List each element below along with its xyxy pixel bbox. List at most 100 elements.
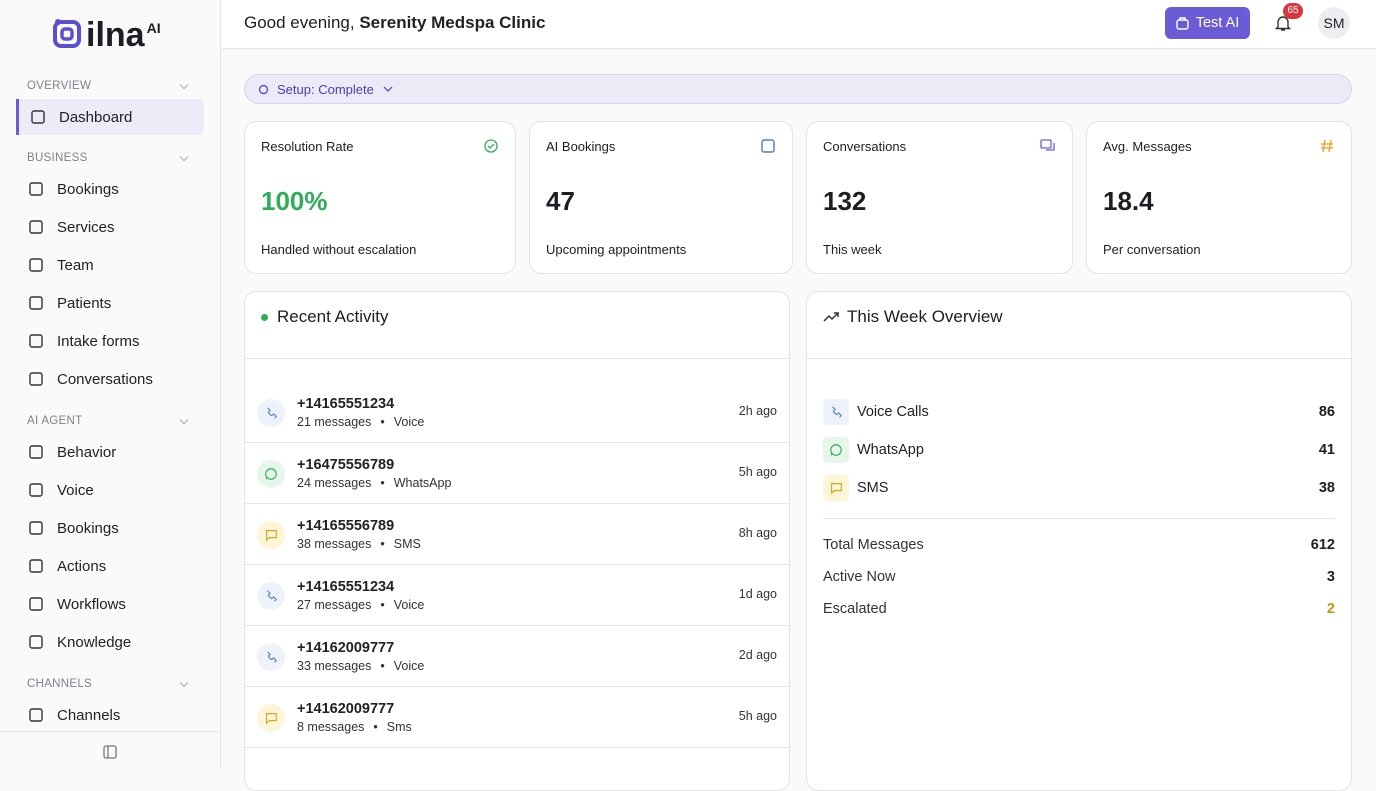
separator: •	[380, 476, 385, 490]
setup-label: Setup: Complete	[277, 81, 374, 97]
bell-icon[interactable]	[1274, 14, 1292, 32]
activity-row[interactable]: +14162009777 8 messages • Sms 5h ago	[245, 687, 789, 748]
icon	[29, 597, 43, 611]
time: 2d ago	[738, 648, 777, 662]
channel: Sms	[386, 720, 412, 734]
nav-item[interactable]: Knowledge	[0, 623, 220, 661]
section-title: AI AGENT	[0, 409, 220, 433]
channel: SMS	[393, 537, 421, 551]
icon	[31, 110, 45, 124]
nav-item[interactable]: Workflows	[0, 585, 220, 623]
meta: 8 messages • Sms	[297, 720, 412, 734]
nav-label: Channels	[57, 706, 121, 724]
channel-name: WhatsApp	[857, 442, 924, 458]
icon	[29, 708, 43, 722]
nav-item[interactable]: Voice	[0, 471, 220, 509]
setup-pill[interactable]: Setup: Complete	[244, 74, 1352, 104]
icon	[29, 483, 43, 497]
nav-item[interactable]: Actions	[0, 547, 220, 585]
channel-count: 86	[1318, 404, 1335, 420]
channel: Voice	[393, 598, 425, 612]
channel-name: Voice Calls	[857, 404, 929, 420]
separator: •	[380, 598, 385, 612]
greeting-line: Good evening, Serenity Medspa Clinic	[244, 13, 545, 33]
channel-icon	[257, 643, 285, 671]
time: 5h ago	[738, 465, 777, 479]
recent-activity-panel: Recent Activity +14165551234 21 messages •…	[244, 291, 790, 791]
message-count: 21 messages	[297, 415, 372, 429]
icon	[832, 406, 842, 418]
nav-item[interactable]: Bookings	[0, 170, 220, 208]
stat-label: Conversations	[823, 139, 907, 154]
icon	[29, 258, 43, 272]
stat-card: AI Bookings 47 Upcoming appointments	[529, 121, 793, 274]
setup-icon	[258, 84, 269, 94]
activity-row[interactable]: +14165556789 38 messages • SMS 8h ago	[245, 504, 789, 565]
icon	[29, 445, 43, 459]
icon	[29, 635, 43, 649]
overview-title: This Week Overview	[847, 307, 1003, 326]
stat-note: Upcoming appointments	[546, 242, 687, 257]
avatar[interactable]: SM	[1318, 7, 1350, 39]
total-label: Active Now	[823, 569, 896, 585]
icon	[830, 444, 842, 456]
stat-value: 100%	[261, 186, 328, 216]
meta: 38 messages • SMS	[297, 537, 421, 551]
activity-row[interactable]: +14165551234 21 messages • Voice 2h ago	[245, 382, 789, 443]
test-ai-button[interactable]: Test AI	[1165, 7, 1250, 39]
nav-label: Knowledge	[57, 633, 132, 651]
nav-item[interactable]: Services	[0, 208, 220, 246]
meta: 33 messages • Voice	[297, 659, 424, 673]
sidebar-footer	[0, 731, 220, 768]
icon	[29, 372, 43, 386]
nav-item[interactable]: Conversations	[0, 360, 220, 398]
channel-icon	[823, 437, 849, 463]
total-value: 612	[1310, 537, 1335, 553]
channel-icon	[257, 460, 285, 488]
trend-icon	[823, 312, 839, 322]
stat-value: 132	[823, 186, 867, 216]
setup-caret	[383, 86, 393, 92]
icon	[265, 530, 277, 542]
activity-row[interactable]: +14165551234 27 messages • Voice 1d ago	[245, 565, 789, 626]
greeting: Good evening,	[244, 13, 355, 32]
icon	[1321, 139, 1333, 153]
channel-icon	[823, 399, 849, 425]
separator: •	[380, 659, 385, 673]
channel-count: 38	[1318, 480, 1335, 496]
icon	[29, 296, 43, 310]
stat-value: 18.4	[1103, 186, 1154, 216]
nav-label: Voice	[57, 481, 94, 499]
meta: 24 messages • WhatsApp	[297, 476, 451, 490]
message-count: 33 messages	[297, 659, 372, 673]
time: 8h ago	[738, 526, 777, 540]
nav-item[interactable]: Bookings	[0, 509, 220, 547]
nav-label: Dashboard	[59, 108, 133, 126]
channel: Voice	[393, 415, 425, 429]
logo-text: ilna	[86, 16, 145, 54]
collapse-icon[interactable]	[103, 745, 117, 759]
icon	[1040, 139, 1055, 151]
icon	[265, 468, 277, 480]
stat-icon	[760, 138, 776, 159]
icon	[29, 220, 43, 234]
nav-label: Intake forms	[57, 332, 140, 350]
nav: OVERVIEW Dashboard BUSINESS Bookings Service…	[0, 74, 220, 734]
nav-label: Patients	[57, 294, 112, 312]
nav-item[interactable]: Dashboard	[16, 99, 204, 135]
nav-item[interactable]: Patients	[0, 284, 220, 322]
nav-item[interactable]: Intake forms	[0, 322, 220, 360]
stat-card: Conversations 132 This week	[806, 121, 1073, 274]
nav-item[interactable]: Behavior	[0, 433, 220, 471]
activity-row[interactable]: +16475556789 24 messages • WhatsApp 5h ago	[245, 443, 789, 504]
phone: +16475556789	[297, 457, 395, 473]
nav-item[interactable]: Team	[0, 246, 220, 284]
time: 5h ago	[738, 709, 777, 723]
separator: •	[380, 415, 385, 429]
stat-card: Resolution Rate 100% Handled without escal…	[244, 121, 516, 274]
nav-item[interactable]: Channels	[0, 696, 220, 734]
icon	[830, 483, 842, 495]
activity-row[interactable]: +14162009777 33 messages • Voice 2d ago	[245, 626, 789, 687]
section-title: BUSINESS	[0, 146, 220, 170]
message-count: 38 messages	[297, 537, 372, 551]
